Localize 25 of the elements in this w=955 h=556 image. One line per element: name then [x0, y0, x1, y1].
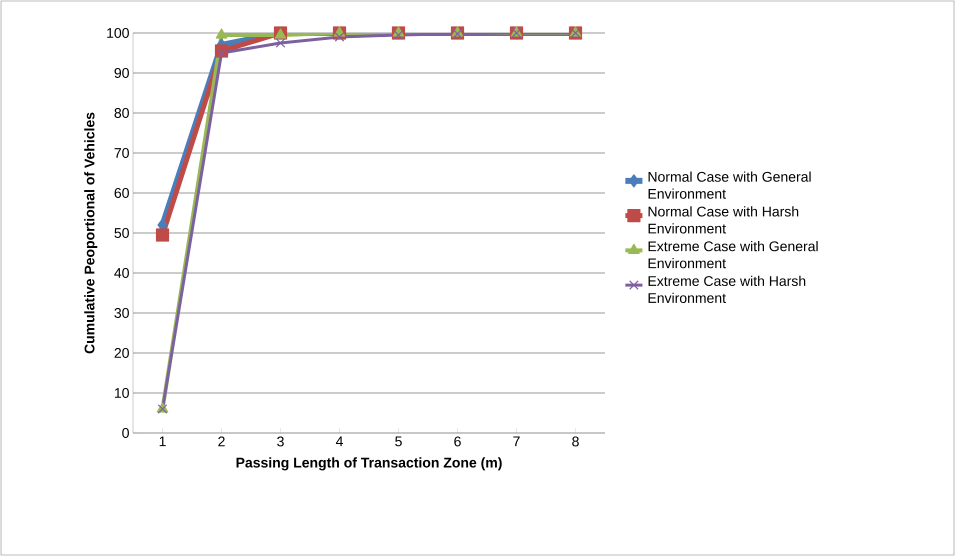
y-tick-label: 60	[114, 188, 129, 198]
y-tick-label: 20	[114, 348, 129, 358]
x-tick-label: 6	[454, 436, 461, 446]
y-tick-label: 30	[114, 308, 129, 318]
y-tick-label: 100	[107, 28, 129, 38]
x-tick-label: 2	[218, 436, 225, 446]
legend-label: Extreme Case with General Environment	[648, 240, 818, 268]
x-tick-label: 1	[160, 436, 166, 446]
y-tick-label: 90	[114, 68, 129, 78]
y-axis-title: Cumulative Peoportional of Vehicles	[84, 112, 98, 354]
y-tick-label: 80	[114, 108, 129, 118]
y-tick-label: 10	[114, 388, 129, 398]
y-tick-label: 0	[122, 428, 129, 438]
y-tick-label: 40	[114, 268, 129, 278]
legend-label: Extreme Case with Harsh Environment	[648, 276, 806, 304]
legend-label: Normal Case with General Environment	[648, 172, 811, 199]
legend-label: Normal Case with Harsh Environment	[648, 206, 798, 234]
y-tick-label: 50	[114, 228, 129, 238]
x-axis-title: Passing Length of Transaction Zone (m)	[236, 457, 502, 470]
x-tick-label: 8	[572, 436, 579, 446]
x-tick-label: 7	[513, 436, 520, 446]
x-tick-label: 4	[336, 436, 343, 446]
x-tick-label: 3	[277, 436, 284, 446]
y-tick-label: 70	[114, 148, 129, 158]
x-tick-label: 5	[395, 436, 402, 446]
